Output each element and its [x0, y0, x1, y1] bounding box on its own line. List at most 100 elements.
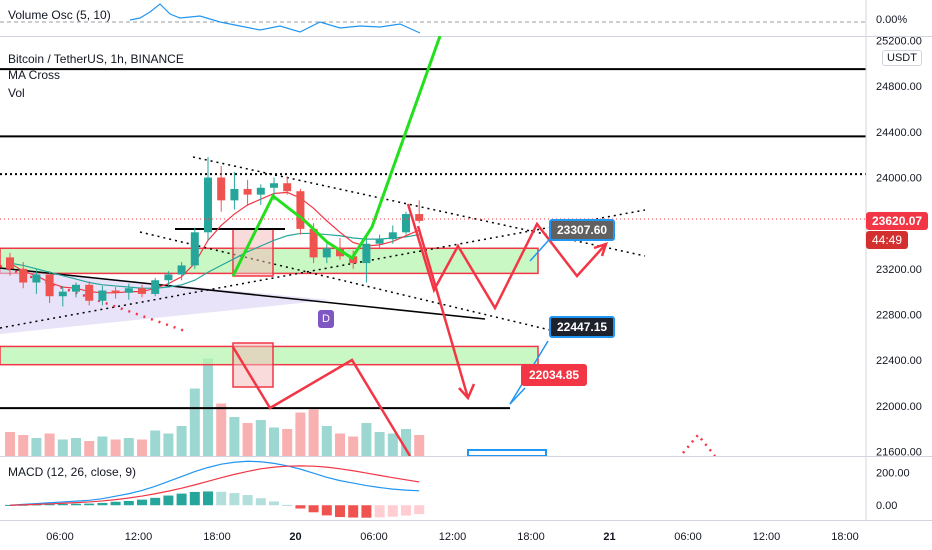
- partial-blue-box: [467, 449, 547, 456]
- price-chart[interactable]: 25200.00 24800.00 24400.00 24000.00 23200.00…: [0, 36, 932, 456]
- volume-bar: [321, 426, 332, 456]
- candle-body: [283, 183, 292, 192]
- macd-hist-bar: [401, 505, 411, 516]
- macd-hist-bar: [176, 493, 187, 506]
- volume-bar: [229, 417, 240, 456]
- candle-body: [111, 290, 120, 293]
- macd-hist-bar: [374, 505, 385, 518]
- time-tick-label: 12:00: [439, 531, 467, 543]
- price-tick-label: 22000.00: [876, 401, 922, 413]
- candle-body: [45, 274, 54, 297]
- volume-bar: [335, 433, 345, 456]
- horizontal-levels: [0, 68, 866, 410]
- indicator-vol: Vol: [8, 86, 25, 100]
- time-axis[interactable]: 06:00 12:00 18:00 20 06:00 12:00 18:00 21 06:00 1…: [0, 520, 932, 550]
- macd-hist-bar: [308, 505, 319, 513]
- osc-axis-tick: 0.00%: [876, 14, 908, 26]
- macd-hist-bar: [123, 500, 134, 506]
- macd-plot: 200.00 0.00: [5, 456, 910, 520]
- candle-body: [256, 187, 265, 195]
- candle-body: [190, 232, 199, 266]
- time-tick-label: 18:00: [203, 531, 231, 543]
- candle-countdown: 44:49: [866, 231, 909, 249]
- volume-osc-pane: Volume Osc (5, 10) 0.00%: [0, 0, 932, 36]
- dotted-trend-3: [139, 231, 576, 337]
- volume-bar: [31, 438, 42, 456]
- ma-slow-line: [9, 232, 420, 289]
- price-pane[interactable]: 25200.00 24800.00 24400.00 24000.00 23200.00…: [0, 36, 932, 456]
- candle-body: [375, 239, 384, 244]
- price-tick-label: 25200.00: [876, 36, 922, 48]
- candle-body: [336, 248, 344, 257]
- time-tick-label: 06:00: [674, 531, 702, 543]
- price-tick-label: 22800.00: [876, 309, 922, 321]
- volume-bar: [242, 423, 253, 456]
- volume-bar: [84, 441, 95, 456]
- macd-hist-bar: [84, 503, 95, 506]
- time-tick-label: 18:00: [517, 531, 545, 543]
- volume-bars: [5, 358, 425, 456]
- target-high-label: 23307.60: [549, 219, 616, 241]
- dotted-red-trend: [0, 264, 186, 333]
- macd-hist-bar: [71, 503, 81, 506]
- volume-bar: [123, 438, 134, 456]
- macd-hist-bar: [137, 499, 147, 506]
- volume-bar: [163, 433, 174, 456]
- price-tick-label: 24000.00: [876, 173, 922, 185]
- price-tick-label: 23200.00: [876, 264, 922, 276]
- volume-bar: [374, 432, 385, 456]
- candle-body: [217, 177, 226, 201]
- volume-bar: [189, 388, 200, 456]
- candle-body: [151, 280, 160, 294]
- candle-body: [6, 257, 14, 269]
- red-arrowhead-drop: [458, 383, 476, 401]
- macd-hist-bar: [97, 502, 108, 506]
- price-tick-label: 24400.00: [876, 127, 922, 139]
- candle-body: [138, 288, 146, 294]
- macd-pane: 200.00 0.00 MACD (12, 26, close, 9): [0, 456, 932, 520]
- volume-bar: [137, 439, 147, 456]
- volume-osc-plot: [0, 0, 867, 36]
- volume-bar: [97, 436, 108, 456]
- indicator-ma-cross: MA Cross: [8, 68, 61, 82]
- macd-tick-label: 200.00: [876, 467, 910, 479]
- pane-separator: [0, 36, 932, 37]
- candle-body: [124, 288, 133, 293]
- macd-hist-bar: [361, 505, 372, 518]
- volume-osc-label: Volume Osc (5, 10): [8, 8, 111, 22]
- price-tick-label: 21600.00: [876, 446, 922, 456]
- volume-bar: [295, 412, 306, 456]
- volume-bar: [110, 439, 121, 456]
- volume-bar: [150, 430, 161, 456]
- currency-badge[interactable]: USDT: [882, 50, 922, 66]
- time-tick-label: 06:00: [46, 531, 74, 543]
- time-axis-ticks[interactable]: 06:00 12:00 18:00 20 06:00 12:00 18:00 21 06:00 1…: [0, 520, 932, 550]
- candle-body: [164, 274, 173, 281]
- macd-hist-bar: [295, 505, 306, 509]
- candle-body: [322, 248, 331, 258]
- macd-line: [9, 460, 420, 506]
- red-projection-lower: [231, 346, 412, 456]
- macd-hist-bar: [203, 491, 213, 506]
- candle-body: [296, 191, 305, 229]
- green-projection-path: [231, 36, 442, 277]
- signal-line: [9, 465, 420, 506]
- dividend-marker[interactable]: D: [318, 310, 334, 328]
- volume-bar: [71, 438, 81, 456]
- candle-body: [230, 188, 239, 201]
- macd-histogram: [5, 491, 425, 518]
- volume-bar: [57, 439, 68, 456]
- macd-tick-label: 0.00: [876, 500, 897, 512]
- candle-body: [243, 188, 252, 195]
- macd-hist-bar: [229, 493, 240, 506]
- macd-hist-bar: [387, 505, 398, 517]
- candle-body: [177, 265, 186, 275]
- time-tick-label: 18:00: [831, 531, 859, 543]
- candles: [6, 156, 424, 307]
- macd-hist-bar: [57, 503, 68, 506]
- red-projection-upper: [406, 203, 607, 311]
- macd-hist-bar: [44, 504, 55, 506]
- candle-body: [309, 228, 318, 258]
- macd-hist-bar: [5, 504, 15, 506]
- macd-hist-bar: [242, 495, 253, 506]
